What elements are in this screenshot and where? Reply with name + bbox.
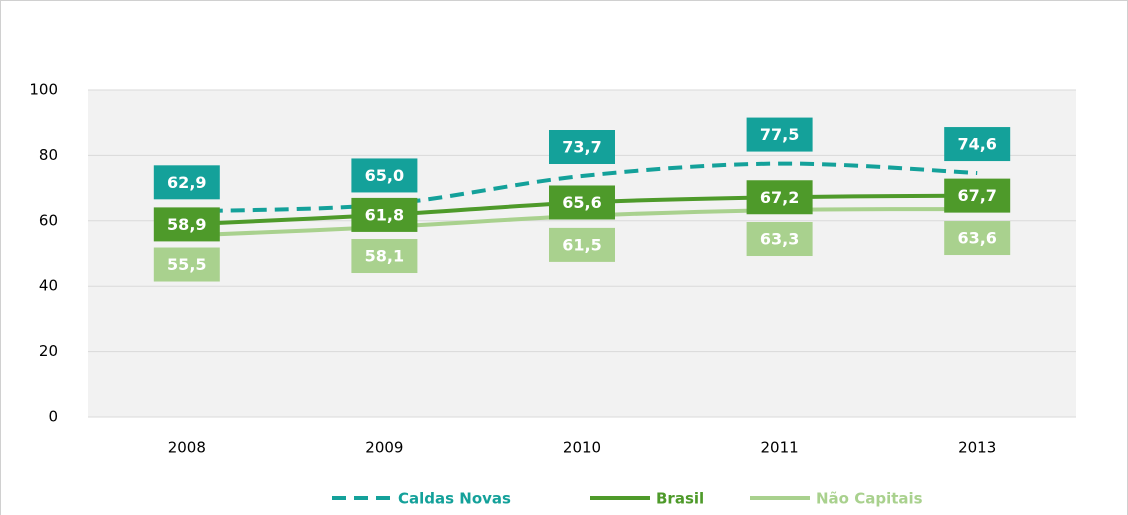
y-tick-label: 100: [29, 81, 58, 99]
data-label: 62,9: [167, 173, 206, 192]
x-tick-label: 2011: [761, 439, 799, 457]
data-label-box: [153, 165, 220, 200]
data-label: 63,6: [957, 229, 996, 248]
data-label-box: [746, 180, 813, 215]
data-label: 67,2: [760, 188, 799, 207]
data-label: 67,7: [957, 186, 996, 205]
legend-label: Brasil: [656, 490, 704, 508]
data-label: 65,6: [562, 193, 601, 212]
data-label-box: [549, 185, 615, 220]
data-label: 73,7: [562, 138, 601, 157]
data-label-box: [351, 239, 418, 274]
x-tick-label: 2009: [365, 439, 403, 457]
data-label: 63,3: [760, 230, 799, 249]
x-tick-label: 2008: [168, 439, 206, 457]
data-label-box: [153, 247, 220, 282]
data-label-box: [351, 197, 418, 232]
x-tick-label: 2013: [958, 439, 996, 457]
data-label-box: [549, 130, 615, 165]
data-label: 74,6: [957, 135, 996, 154]
y-tick-label: 80: [39, 146, 58, 164]
data-label: 61,5: [562, 235, 601, 254]
y-tick-label: 20: [39, 342, 58, 360]
data-label-box: [746, 222, 813, 257]
data-label: 61,8: [365, 205, 404, 224]
data-label-box: [549, 227, 615, 262]
data-label: 55,5: [167, 255, 206, 274]
legend-label: Caldas Novas: [398, 490, 511, 508]
y-tick-label: 0: [48, 408, 58, 426]
y-tick-label: 60: [39, 211, 58, 229]
data-label: 77,5: [760, 125, 799, 144]
data-label: 58,1: [365, 247, 404, 266]
data-label-box: [351, 158, 418, 193]
data-label: 58,9: [167, 215, 206, 234]
data-label-box: [153, 207, 220, 242]
x-tick-label: 2010: [563, 439, 601, 457]
data-label-box: [944, 178, 1011, 213]
data-label-box: [746, 117, 813, 152]
data-label: 65,0: [365, 166, 404, 185]
series-line: [186, 161, 978, 214]
data-label-box: [944, 127, 1011, 162]
y-tick-label: 40: [39, 277, 58, 295]
data-label-box: [944, 221, 1011, 256]
legend-label: Não Capitais: [816, 490, 923, 508]
